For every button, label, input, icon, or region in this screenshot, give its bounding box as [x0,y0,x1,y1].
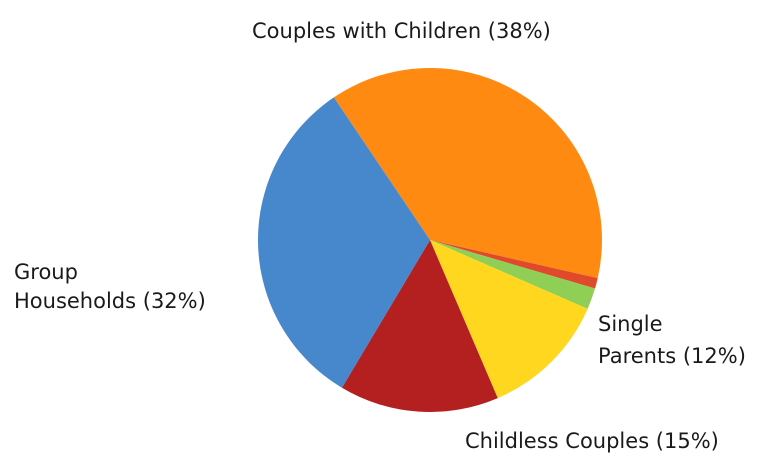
pie-slice-other-1 [430,240,598,289]
label-single-parents: Single Parents (12%) [598,312,746,368]
pie-slice-other-2 [430,240,595,309]
pie-slice-group-households-5 [258,97,430,388]
pie-labels: Couples with Children (38%) Single Paren… [14,19,746,453]
pie-slice-childless-couples-4 [341,240,498,412]
pie-slice-single-parents-3 [430,240,588,399]
label-couples-with-children: Couples with Children (38%) [252,19,551,43]
label-childless-couples: Childless Couples (15%) [465,429,719,453]
label-group-households: Group Households (32%) [14,260,206,313]
pie-slice-couples-with-children-0 [333,68,603,279]
pie-slices [258,68,603,412]
